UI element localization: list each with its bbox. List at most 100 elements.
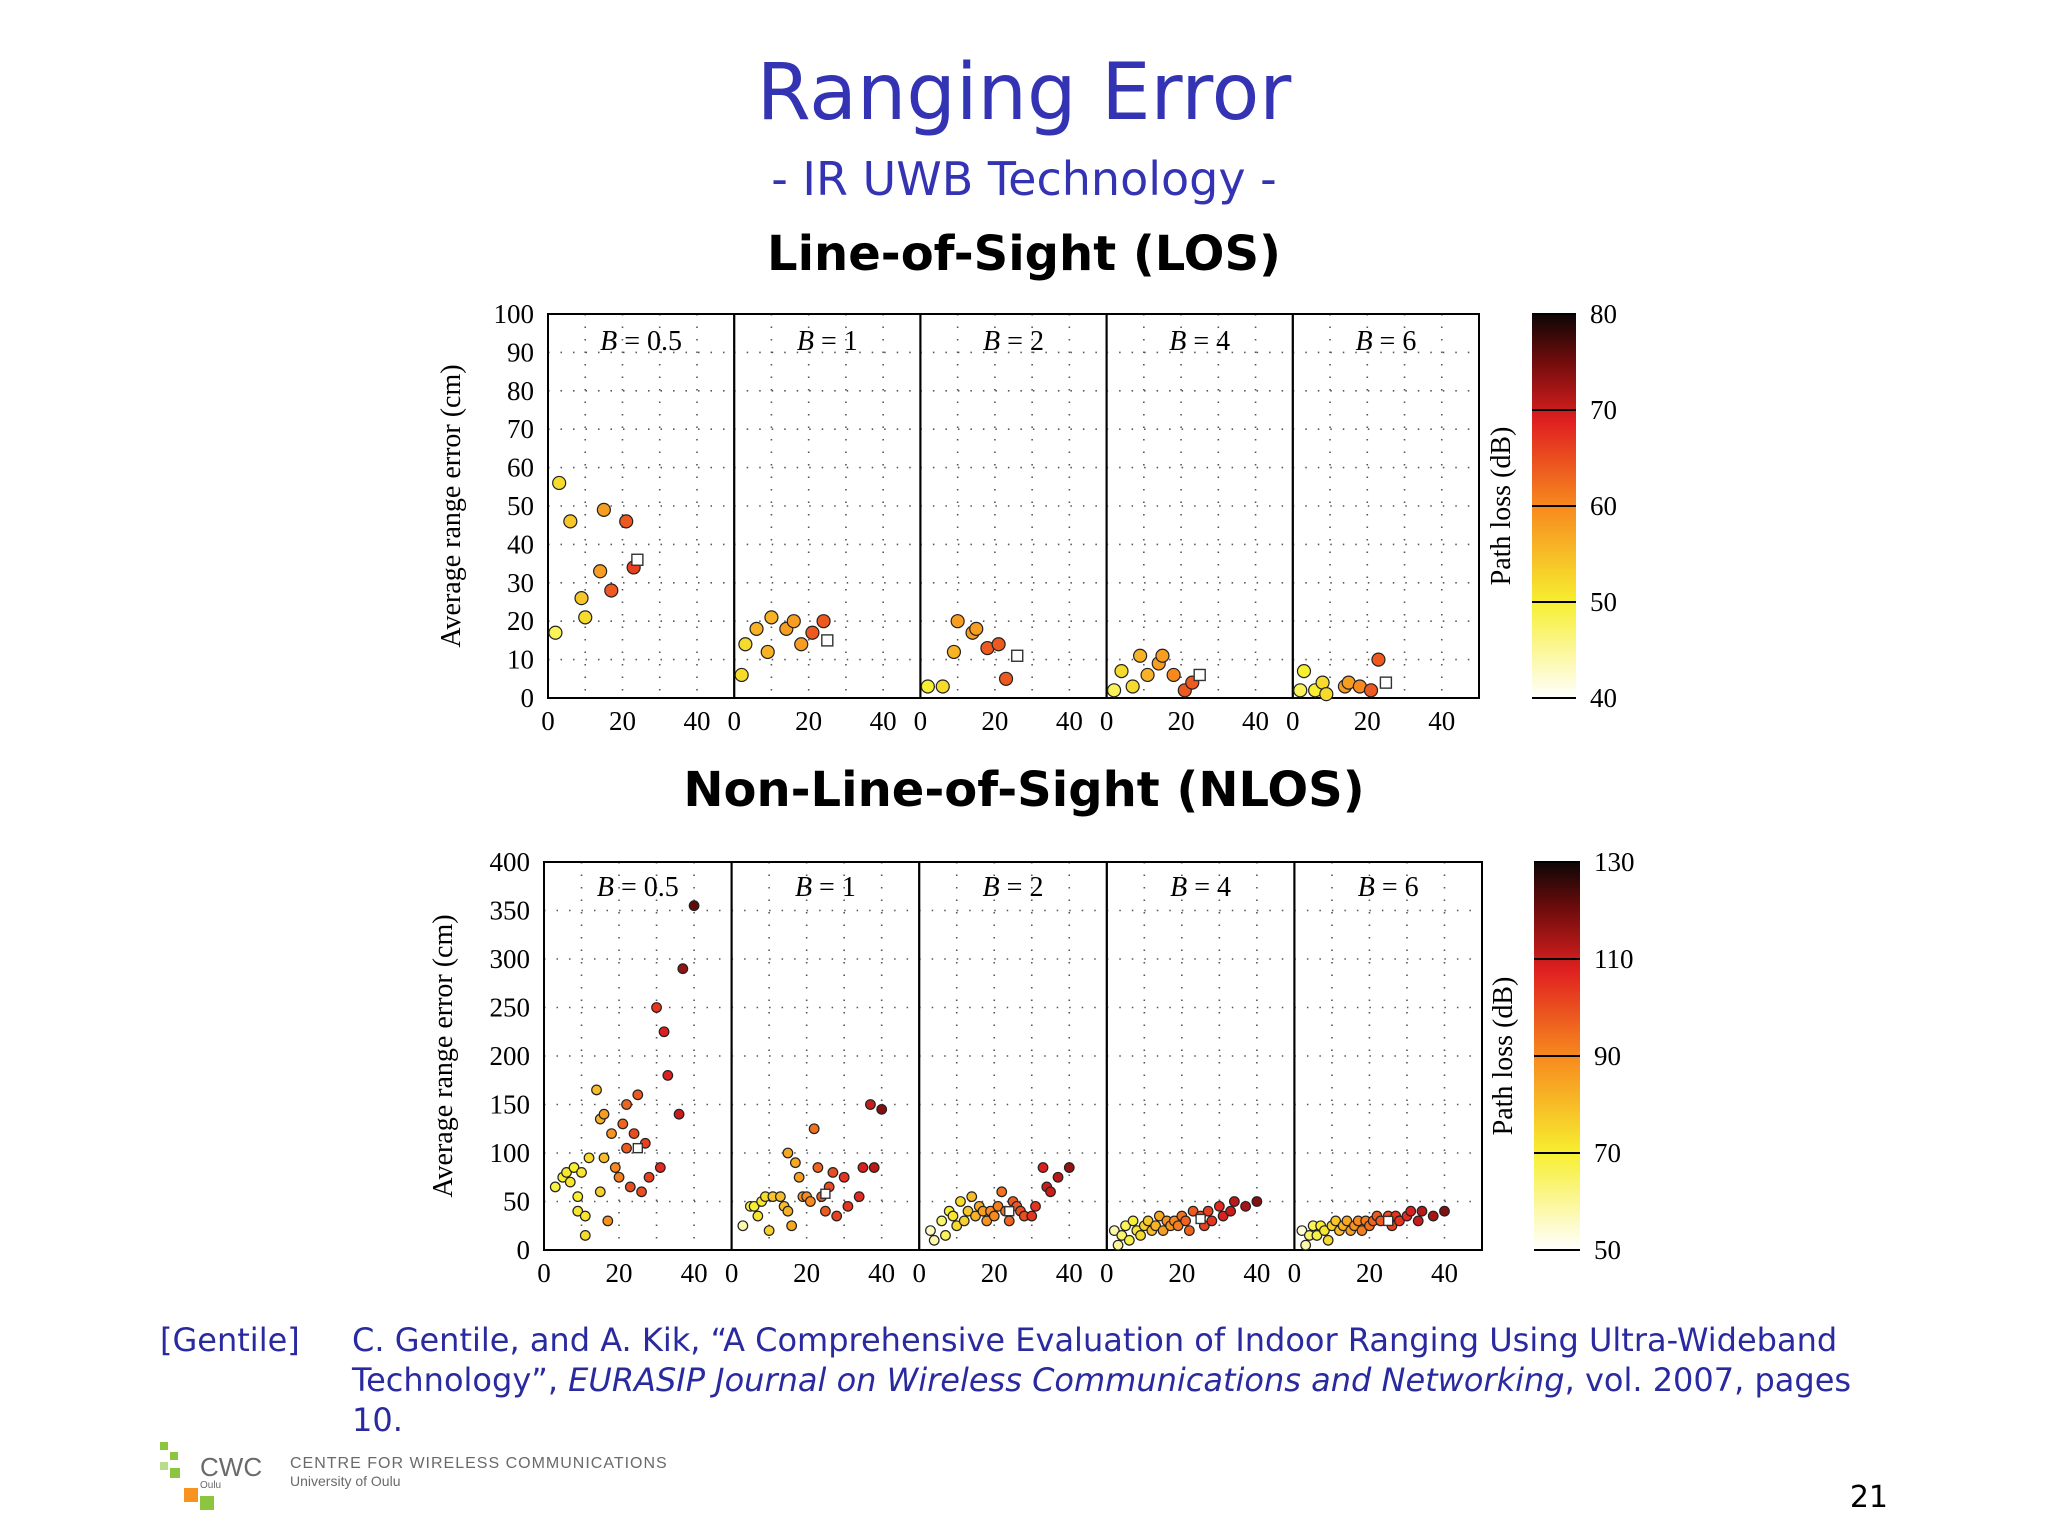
data-point: [604, 583, 619, 598]
data-point: [654, 1162, 666, 1173]
x-tick-label: 20: [981, 1258, 1008, 1288]
data-point: [981, 1215, 993, 1227]
y-axis-label: Average range error (cm): [436, 364, 467, 647]
y-tick-label: 250: [490, 993, 531, 1023]
data-point: [1045, 1186, 1056, 1198]
data-point: [617, 1118, 629, 1130]
colorbar-tick-label: 70: [1594, 1138, 1621, 1168]
reference-authors: C. Gentile, and A. Kik, “A Comprehensive…: [352, 1321, 1838, 1399]
colorbar-tick-label: 90: [1594, 1041, 1621, 1071]
data-point: [606, 1128, 617, 1139]
data-point: [1142, 1215, 1154, 1227]
reference-text: C. Gentile, and A. Kik, “A Comprehensive…: [352, 1320, 1852, 1440]
data-point: [1037, 1162, 1049, 1173]
data-point: [789, 1157, 801, 1169]
panel-frame: [1293, 861, 1484, 1251]
mean-marker: [1382, 1215, 1394, 1227]
data-point: [673, 1108, 685, 1120]
data-point: [831, 1210, 843, 1222]
colorbar: 40 50 60 70 80 Path loss (dB): [1486, 299, 1617, 713]
data-point: [549, 1181, 561, 1193]
data-point: [991, 637, 1006, 652]
chart-los: 0 10 20 30 40 50 60 70 80 90 100 Average range erro…: [436, 299, 1617, 736]
mean-marker: [1195, 1213, 1206, 1225]
data-point: [598, 1108, 610, 1120]
data-point: [774, 1191, 786, 1203]
data-point: [738, 637, 753, 652]
data-point: [1206, 1215, 1218, 1227]
x-tick-label: 0: [912, 1258, 926, 1288]
data-point: [1127, 1215, 1139, 1227]
data-point: [1120, 1220, 1131, 1232]
panel-0-5: B = 0.5 0 20 40: [541, 313, 736, 736]
panel-6: B = 6 0 20 40: [1288, 861, 1484, 1288]
data-point: [827, 1166, 839, 1178]
data-point: [1439, 1205, 1450, 1217]
data-point: [613, 1171, 625, 1183]
data-point: [1293, 683, 1308, 698]
colorbar-label: Path loss (dB): [1488, 977, 1519, 1136]
y-tick-label: 300: [490, 944, 531, 974]
x-tick-label: 0: [537, 1258, 551, 1288]
x-tick-label: 40: [1242, 706, 1269, 736]
data-point: [1296, 664, 1312, 679]
data-point: [1330, 1215, 1342, 1227]
data-point: [1108, 1225, 1120, 1236]
panel-2: B = 2 0 20 40: [912, 861, 1108, 1288]
panel-label: B = 4: [1169, 326, 1230, 357]
data-point: [1172, 1220, 1184, 1232]
y-tick-label: 100: [494, 299, 535, 329]
panel-label: B = 6: [1355, 326, 1416, 357]
panel-frame: [919, 313, 1108, 699]
data-point: [677, 963, 689, 975]
data-point: [1125, 679, 1140, 694]
slide-subtitle: - IR UWB Technology -: [771, 152, 1277, 206]
cwc-logo-squares: [160, 1442, 214, 1510]
data-point: [579, 1210, 591, 1222]
data-point: [1052, 1171, 1064, 1183]
data-point: [1319, 687, 1334, 702]
data-point: [561, 1166, 572, 1178]
panel-4: B = 4 0 20 40: [1100, 313, 1294, 736]
x-tick-label: 40: [1428, 706, 1455, 736]
data-point: [996, 1186, 1008, 1198]
y-tick-label: 0: [517, 1235, 531, 1265]
colorbar-tick-label: 110: [1594, 944, 1634, 974]
panel-frame: [1291, 313, 1481, 699]
x-tick-label: 0: [1288, 1258, 1302, 1288]
panel-frame: [918, 861, 1108, 1251]
data-point: [946, 644, 962, 660]
data-point: [940, 1230, 951, 1241]
data-point: [794, 637, 809, 652]
logo-line2: University of Oulu: [290, 1473, 400, 1489]
y-tick-label: 50: [503, 1187, 530, 1217]
data-point: [734, 667, 749, 683]
data-point: [1427, 1210, 1439, 1222]
mean-marker: [1004, 1205, 1015, 1217]
x-tick-label: 0: [1286, 706, 1300, 736]
data-point: [876, 1103, 888, 1115]
data-point: [1187, 1205, 1199, 1217]
data-point: [749, 621, 764, 636]
x-tick-label: 0: [914, 706, 928, 736]
data-point: [1225, 1205, 1237, 1217]
reference-journal[interactable]: EURASIP Journal on Wireless Communicatio…: [568, 1361, 1565, 1399]
data-point: [748, 1200, 760, 1212]
data-point: [1300, 1239, 1312, 1251]
mean-marker: [631, 553, 644, 566]
x-tick-label: 40: [870, 706, 897, 736]
data-point: [951, 1220, 963, 1232]
panel-frame: [1105, 313, 1294, 699]
panel-label: B = 2: [983, 326, 1044, 357]
data-point: [804, 1196, 816, 1207]
colorbar-tick-label: 50: [1594, 1235, 1621, 1265]
data-point: [1217, 1210, 1229, 1222]
y-tick-label: 60: [507, 453, 534, 483]
data-point: [1026, 1210, 1038, 1222]
data-point: [1153, 1210, 1165, 1222]
x-tick-label: 40: [868, 1258, 895, 1288]
data-point: [763, 1225, 775, 1236]
data-point: [969, 621, 984, 636]
data-point: [808, 1123, 820, 1135]
data-point: [786, 1220, 798, 1232]
